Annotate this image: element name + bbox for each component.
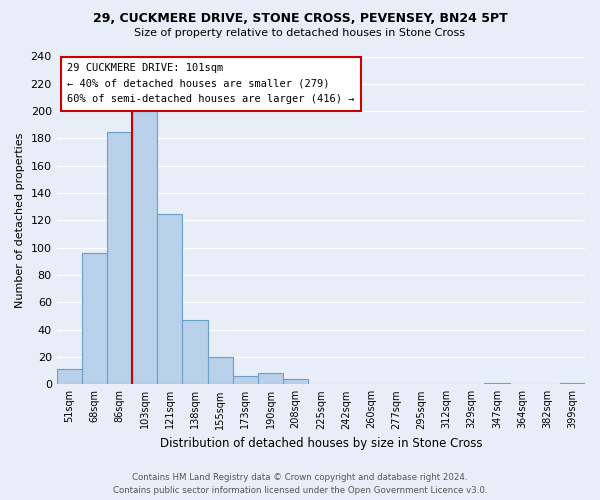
Bar (107, 132, 132, 384)
Text: Contains HM Land Registry data © Crown copyright and database right 2024.
Contai: Contains HM Land Registry data © Crown c… (113, 474, 487, 495)
Bar (258, 374, 283, 384)
Bar (157, 214, 182, 384)
Bar (82, 253, 107, 384)
Bar (560, 383, 585, 384)
Y-axis label: Number of detached properties: Number of detached properties (15, 132, 25, 308)
Bar (283, 379, 308, 384)
Bar (233, 376, 258, 384)
Bar (208, 357, 233, 384)
Bar (132, 111, 157, 384)
Text: Size of property relative to detached houses in Stone Cross: Size of property relative to detached ho… (134, 28, 466, 38)
Text: 29 CUCKMERE DRIVE: 101sqm
← 40% of detached houses are smaller (279)
60% of semi: 29 CUCKMERE DRIVE: 101sqm ← 40% of detac… (67, 63, 355, 104)
Bar (182, 320, 208, 384)
Bar (484, 383, 509, 384)
Text: 29, CUCKMERE DRIVE, STONE CROSS, PEVENSEY, BN24 5PT: 29, CUCKMERE DRIVE, STONE CROSS, PEVENSE… (92, 12, 508, 26)
Bar (56, 370, 82, 384)
X-axis label: Distribution of detached houses by size in Stone Cross: Distribution of detached houses by size … (160, 437, 482, 450)
